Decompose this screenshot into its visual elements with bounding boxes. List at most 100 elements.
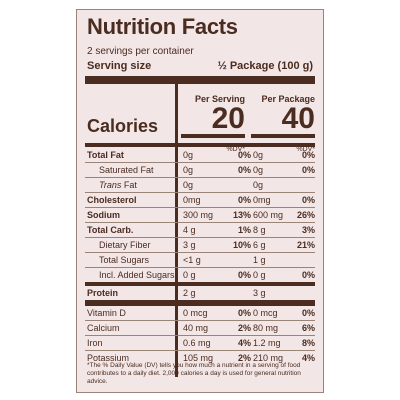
nutrient-row-vitamin-d: Vitamin D 0 mcg 0% 0 mcg 0% [85, 306, 315, 321]
dv-serving: 4% [237, 338, 251, 348]
dv-serving: 10% [232, 240, 251, 250]
nutrient-name: Potassium [87, 353, 130, 363]
amount-package: 1 g [253, 255, 266, 265]
nutrient-name: Total Carb. [87, 225, 134, 235]
calories-per-serving: 20 [211, 102, 245, 135]
trans-word: Trans [99, 180, 122, 190]
amount-package: 0mg [253, 195, 271, 205]
dv-serving: 0% [237, 270, 251, 280]
nutrient-name: Total Fat [87, 150, 124, 160]
dv-package: 0% [301, 150, 315, 160]
serving-column-rule [181, 134, 245, 138]
nutrient-name: Incl. Added Sugars [99, 270, 175, 280]
amount-serving: 0g [183, 180, 194, 190]
amount-serving: 300 mg [183, 210, 214, 220]
amount-serving: 0g [183, 150, 194, 160]
amount-serving: 0mg [183, 195, 201, 205]
amount-package: 1.2 mg [253, 338, 281, 348]
amount-package: 0 g [253, 270, 266, 280]
amount-package: 0g [253, 180, 264, 190]
dv-package: 0% [301, 270, 315, 280]
nutrient-name: Iron [87, 338, 103, 348]
nutrient-row-added-sugars: Incl. Added Sugars 0 g 0% 0 g 0% [85, 268, 315, 282]
nutrient-row-iron: Iron 0.6 mg 4% 1.2 mg 8% [85, 336, 315, 351]
dv-package: 21% [296, 240, 315, 250]
nutrient-row-potassium: Potassium 105 mg 2% 210 mg 4% [85, 351, 315, 365]
servings-per-container: 2 servings per container [87, 46, 194, 57]
serving-size-label: Serving size [87, 60, 152, 72]
nutrient-name: Sodium [87, 210, 120, 220]
amount-package: 8 g [253, 225, 266, 235]
nutrient-name: Dietary Fiber [99, 240, 151, 250]
nutrient-name: Trans Fat [99, 180, 137, 190]
amount-serving: 3 g [183, 240, 196, 250]
dv-package: 0% [301, 165, 315, 175]
dv-package: 26% [296, 210, 315, 220]
package-column-rule [251, 134, 315, 138]
nutrient-row-cholesterol: Cholesterol 0mg 0% 0mg 0% [85, 193, 315, 208]
amount-serving: 4 g [183, 225, 196, 235]
amount-package: 0g [253, 150, 264, 160]
nutrient-name: Saturated Fat [99, 165, 154, 175]
per-serving-header: Per Serving [194, 94, 245, 104]
serving-size-value: ½ Package (100 g) [217, 60, 313, 72]
daily-value-footnote: *The % Daily Value (DV) tells you how mu… [87, 362, 301, 385]
nutrient-name: Cholesterol [87, 195, 137, 205]
nutrient-row-dietary-fiber: Dietary Fiber 3 g 10% 6 g 21% [85, 238, 315, 253]
amount-serving: 0 g [183, 270, 196, 280]
calories-per-package: 40 [281, 102, 315, 135]
nutrient-name: Vitamin D [87, 308, 126, 318]
amount-package: 210 mg [253, 353, 284, 363]
vitamins-top-rule [85, 300, 315, 306]
calories-label: Calories [87, 116, 159, 136]
dv-package: 4% [301, 353, 315, 363]
amount-package: 0g [253, 165, 264, 175]
dv-header-serving: %DV* [226, 146, 245, 153]
column-divider [175, 84, 178, 377]
amount-package: 80 mg [253, 323, 279, 333]
dv-serving: 2% [237, 353, 251, 363]
nutrient-row-total-fat: Total Fat 0g 0% 0g 0% [85, 148, 315, 163]
fat-word: Fat [121, 180, 137, 190]
label-title: Nutrition Facts [87, 14, 238, 39]
amount-serving: 0.6 mg [183, 338, 211, 348]
nutrient-name: Calcium [87, 323, 120, 333]
dv-package: 3% [301, 225, 315, 235]
dv-serving: 0% [237, 165, 251, 175]
dv-serving: 13% [232, 210, 251, 220]
dv-package: 8% [301, 338, 315, 348]
dv-serving: 0% [237, 150, 251, 160]
amount-serving: 0g [183, 165, 194, 175]
protein-top-rule [85, 282, 315, 286]
dv-header-package: %DV* [296, 146, 315, 153]
nutrition-facts-label: Nutrition Facts 2 servings per container… [76, 9, 324, 393]
nutrient-row-saturated-fat: Saturated Fat 0g 0% 0g 0% [85, 163, 315, 178]
amount-serving: 40 mg [183, 323, 209, 333]
dv-serving: 0% [237, 195, 251, 205]
amount-package: 600 mg [253, 210, 284, 220]
dv-package: 0% [301, 195, 315, 205]
amount-serving: <1 g [183, 255, 201, 265]
amount-serving: 0 mcg [183, 308, 208, 318]
nutrient-row-total-carb: Total Carb. 4 g 1% 8 g 3% [85, 223, 315, 238]
nutrient-row-sodium: Sodium 300 mg 13% 600 mg 26% [85, 208, 315, 223]
nutrient-row-calcium: Calcium 40 mg 2% 80 mg 6% [85, 321, 315, 336]
dv-package: 0% [301, 308, 315, 318]
nutrient-row-trans-fat: Trans Fat 0g 0g [85, 178, 315, 193]
amount-serving: 2 g [183, 288, 196, 298]
nutrient-name: Total Sugars [99, 255, 150, 265]
dv-package: 6% [301, 323, 315, 333]
calories-rule [85, 143, 315, 147]
dv-serving: 0% [237, 308, 251, 318]
amount-package: 6 g [253, 240, 266, 250]
nutrient-row-protein: Protein 2 g 3 g [85, 286, 315, 300]
amount-package: 3 g [253, 288, 266, 298]
nutrient-row-total-sugars: Total Sugars <1 g 1 g [85, 253, 315, 268]
dv-serving: 2% [237, 323, 251, 333]
amount-package: 0 mcg [253, 308, 278, 318]
dv-serving: 1% [237, 225, 251, 235]
top-thick-rule [85, 76, 315, 84]
amount-serving: 105 mg [183, 353, 214, 363]
per-package-header: Per Package [261, 94, 315, 104]
nutrient-name: Protein [87, 288, 119, 298]
